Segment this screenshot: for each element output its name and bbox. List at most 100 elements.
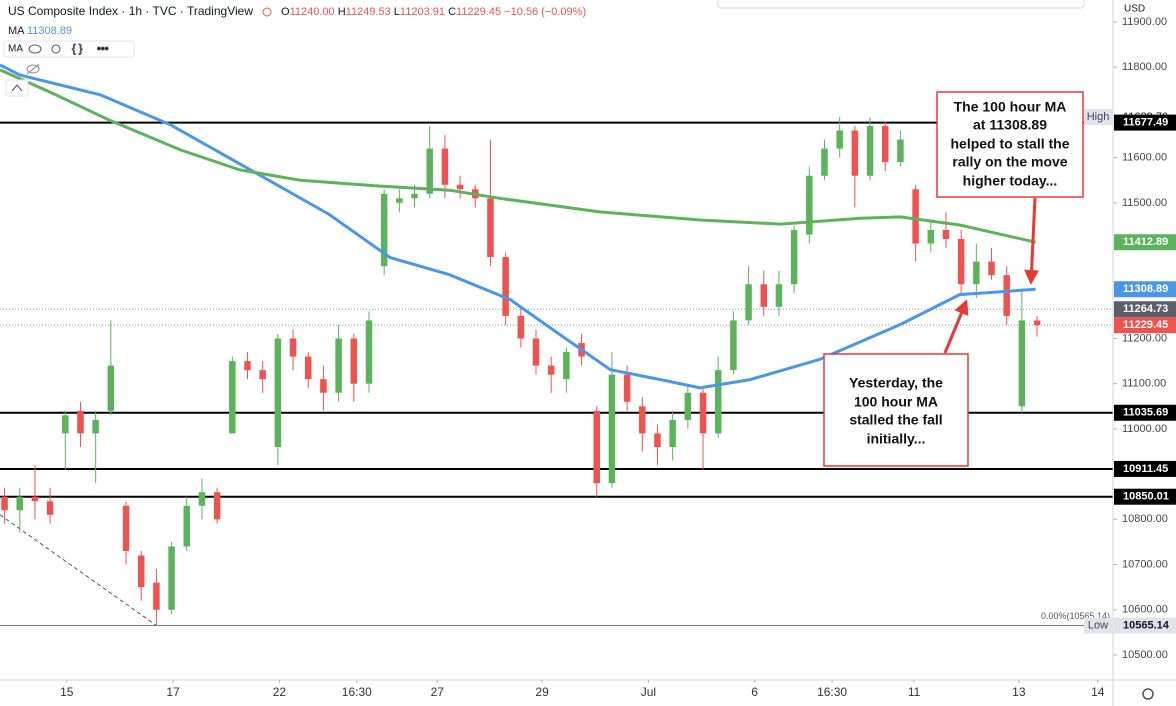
price-badge	[1114, 114, 1176, 131]
ma-toolbar	[3, 40, 135, 58]
currency: USD	[1124, 4, 1145, 15]
more-icon[interactable]: •••	[97, 42, 110, 55]
candle-body	[396, 198, 403, 203]
collapse-chevron	[11, 84, 23, 92]
moving-average	[0, 63, 1036, 390]
alert-icon[interactable]	[262, 7, 272, 17]
candle-body	[502, 257, 509, 316]
price-badge-label: 10911.45	[1123, 463, 1168, 475]
x-tick-label: 14	[1091, 685, 1105, 699]
candle-body	[168, 546, 175, 610]
candle-body	[836, 130, 843, 149]
candle-body	[547, 365, 555, 375]
annotation-arrow	[943, 299, 969, 354]
ohlc-value: 11240.00	[290, 6, 335, 18]
x-tick-label: 15	[60, 685, 74, 699]
annotation-line: The 100 hour MA	[954, 99, 1067, 115]
ohlc-value: 11203.91	[400, 6, 445, 18]
y-tick-label: 11200.00	[1122, 332, 1167, 344]
ohlc-key: O	[281, 6, 290, 18]
settings-gear[interactable]	[1142, 688, 1154, 700]
candle-body	[1, 496, 8, 511]
y-tick-label: 11000.00	[1122, 423, 1167, 435]
annotation-box	[823, 353, 969, 467]
ma-toolbar-icons: { } •••	[28, 42, 110, 55]
x-tick-label: Jul	[641, 685, 656, 699]
candle-body	[532, 338, 540, 366]
y-tick-label: 11900.00	[1122, 16, 1167, 28]
candle-body	[608, 374, 616, 484]
hidden-eye-slash	[26, 63, 40, 75]
price-badge	[1114, 404, 1176, 421]
ma2-legend[interactable]: MA	[8, 44, 23, 55]
y-tick-label: 10500.00	[1122, 649, 1168, 661]
annotation-line: helped to stall the	[950, 136, 1069, 152]
candle-body	[487, 198, 494, 258]
candle-body	[1003, 275, 1010, 316]
candle-body	[623, 374, 631, 402]
candle-body	[274, 338, 282, 447]
source-icon[interactable]: { }	[72, 42, 84, 55]
ma-legend-value: 11308.89	[27, 25, 72, 37]
candle-body	[851, 130, 859, 176]
annotation-line: 100 hour MA	[854, 394, 938, 410]
collapse-button[interactable]	[5, 79, 29, 97]
price-badge	[1114, 301, 1176, 318]
candle-body	[684, 392, 692, 420]
candle-body	[213, 492, 221, 520]
annotation-line: stalled the fall	[849, 412, 942, 428]
candle-body	[320, 379, 327, 393]
ma-legend[interactable]: MA 11308.89	[8, 25, 72, 37]
candle-body	[760, 284, 768, 307]
candle-body	[821, 148, 828, 176]
candle-body	[593, 410, 600, 484]
candle-body	[62, 415, 69, 434]
candle-body	[350, 338, 358, 384]
ohlc-key: C	[448, 6, 456, 18]
price-badge-label: 11229.45	[1123, 319, 1168, 331]
candle-body	[654, 433, 661, 447]
candle-body	[927, 229, 935, 244]
candle-body	[289, 338, 297, 357]
candle-body	[411, 193, 418, 199]
candle-body	[304, 356, 312, 380]
candle-body	[957, 239, 965, 285]
settings-icon[interactable]	[51, 44, 61, 54]
x-tick-label: 6	[751, 685, 758, 699]
price-badge	[1114, 281, 1176, 298]
ohlc-key: H	[338, 6, 346, 18]
candle-body	[365, 320, 373, 384]
fib-label: 0.00%(10565.14)	[1041, 611, 1110, 621]
candle-body	[745, 284, 752, 321]
y-tick-label: 10800.00	[1122, 513, 1168, 525]
eye-icon[interactable]	[28, 44, 42, 54]
chart-title: US Composite Index · 1h · TVC · TradingV…	[8, 4, 253, 18]
ma-legend-name: MA	[8, 25, 25, 37]
candle-body	[122, 505, 130, 551]
price-badge-label: 11412.89	[1123, 236, 1168, 248]
candle-body	[881, 125, 889, 163]
y-tick-label: 10700.00	[1122, 558, 1168, 570]
candle-body	[639, 406, 646, 434]
x-tick-label: 29	[535, 685, 549, 699]
candle-body	[456, 184, 464, 190]
candle-body	[107, 365, 115, 411]
candle-body	[441, 148, 449, 185]
price-badge	[1114, 617, 1176, 634]
candle-body	[244, 361, 251, 371]
candle-body	[714, 370, 722, 434]
moving-average	[0, 68, 1036, 244]
candle-body	[669, 419, 676, 447]
trend-line	[0, 514, 157, 626]
candle-body	[198, 492, 206, 506]
price-tag	[1084, 109, 1113, 126]
candle-body	[942, 229, 950, 240]
price-badge-label: 11677.49	[1123, 117, 1168, 129]
price-badge-label: 11035.69	[1123, 407, 1168, 419]
y-tick-label: 11800.00	[1122, 61, 1167, 73]
y-tick-label: 10600.00	[1122, 604, 1168, 616]
hidden-eye-icon[interactable]	[26, 64, 40, 74]
candle-body	[92, 419, 99, 434]
x-tick-label: 11	[908, 685, 921, 699]
